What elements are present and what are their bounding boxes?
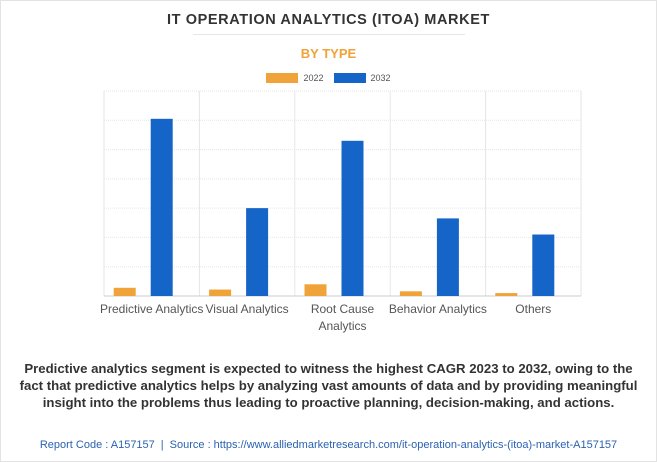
bar-2022-0	[113, 287, 136, 296]
legend-swatch-2022	[266, 73, 299, 83]
legend-label-2022: 2022	[303, 73, 324, 83]
bar-2022-2	[304, 284, 327, 296]
footer-separator: |	[160, 439, 164, 451]
bar-2022-1	[209, 289, 232, 296]
legend-label-2032: 2032	[370, 73, 391, 83]
legend-item-2032[interactable]: 2032	[333, 73, 391, 83]
bar-2032-1	[246, 208, 269, 296]
x-tick-label: Root Cause	[311, 302, 375, 316]
bar-2022-3	[399, 291, 422, 296]
source-link[interactable]: Source : https://www.alliedmarketresearc…	[169, 439, 618, 451]
chart-legend: 2022 2032	[1, 73, 656, 83]
x-tick-label: Others	[515, 302, 551, 316]
bar-chart: Predictive Analytics Visual Analytics Root…	[100, 90, 582, 333]
x-tick-label: Predictive Analytics	[100, 302, 203, 316]
x-tick-label: Behavior Analytics	[389, 302, 487, 316]
x-tick-label: Visual Analytics	[206, 302, 289, 316]
legend-item-2022[interactable]: 2022	[266, 73, 324, 83]
bar-2032-4	[532, 234, 555, 296]
legend-swatch-2032	[333, 73, 366, 83]
chart-title: IT OPERATION ANALYTICS (ITOA) MARKET	[167, 12, 490, 28]
bar-2022-4	[495, 293, 518, 296]
report-code: Report Code : A157157	[39, 439, 155, 451]
footer: Report Code : A157157 | Source : https://w…	[1, 439, 656, 451]
bar-2032-2	[341, 140, 364, 296]
bar-2032-3	[436, 218, 459, 296]
x-tick-label: Analytics	[318, 319, 366, 333]
title-divider	[193, 34, 465, 35]
chart-subtitle: BY TYPE	[300, 46, 357, 61]
bar-2032-0	[150, 118, 173, 296]
chart-description: Predictive analytics segment is expected…	[19, 361, 638, 410]
